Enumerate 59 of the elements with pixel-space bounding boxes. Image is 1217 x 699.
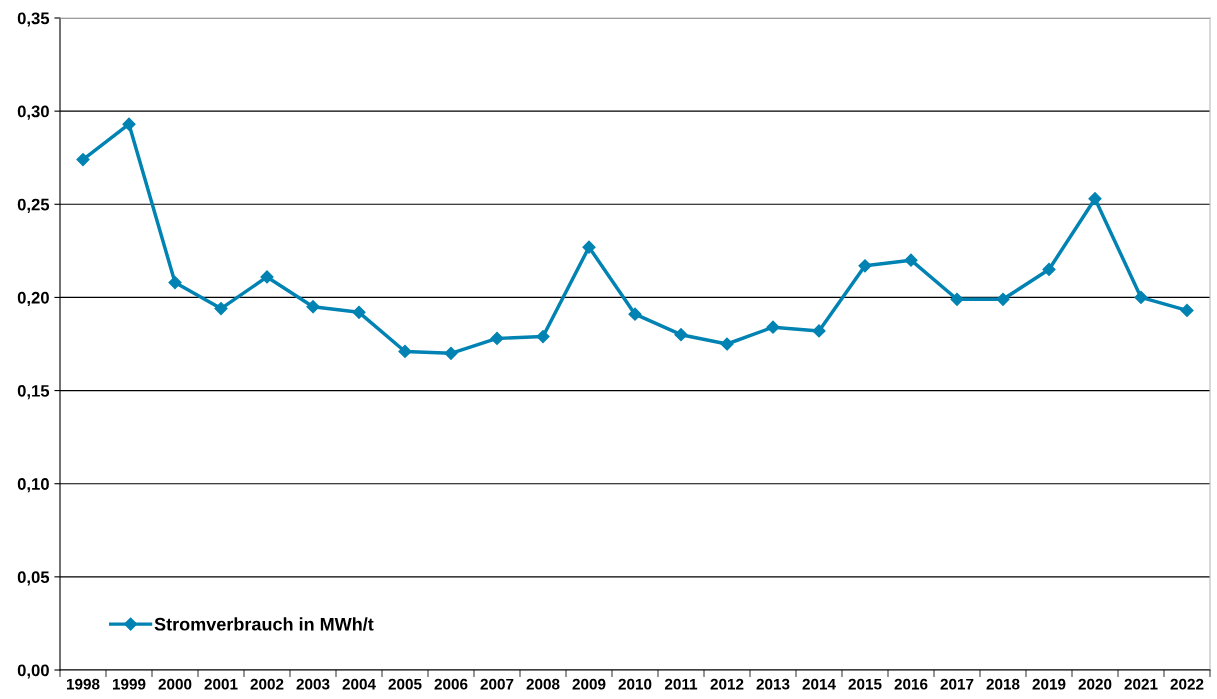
- point: [1088, 192, 1102, 206]
- point: [306, 300, 320, 314]
- x-tick-label: 2003: [296, 678, 330, 690]
- point: [444, 346, 458, 360]
- point: [1134, 290, 1148, 305]
- point: [260, 270, 274, 284]
- point: [122, 117, 136, 131]
- point: [628, 307, 642, 321]
- x-tick-label: 2011: [664, 678, 698, 690]
- x-tick-label: 2015: [848, 678, 882, 690]
- x-tick-label: 2017: [940, 678, 974, 690]
- point: [168, 275, 182, 290]
- point: [1042, 262, 1056, 277]
- x-tick-label: 2012: [710, 678, 744, 690]
- x-tick-label: 2006: [434, 678, 468, 690]
- y-tick-label: 0,00: [17, 664, 49, 679]
- y-tick-label: 0,20: [17, 291, 49, 307]
- point: [536, 329, 550, 344]
- y-tick-label: 0,15: [17, 384, 50, 400]
- point: [582, 240, 596, 254]
- x-tick-label: 2004: [342, 678, 376, 690]
- point: [812, 324, 826, 338]
- x-tick-label: 2005: [388, 678, 422, 690]
- x-tick-label: 2022: [1170, 678, 1204, 690]
- x-tick-label: 2013: [756, 678, 790, 690]
- x-tick-label: 1998: [66, 678, 100, 690]
- point: [398, 344, 412, 359]
- point: [904, 253, 918, 267]
- legend-label: Stromverbrauch in MWh/t: [154, 617, 374, 631]
- point: [858, 259, 872, 273]
- point: [720, 337, 734, 351]
- y-tick-label: 0,35: [17, 12, 50, 27]
- x-tick-label: 2014: [802, 678, 836, 690]
- point: [352, 305, 366, 319]
- point: [766, 320, 780, 334]
- x-tick-label: 2002: [250, 678, 284, 690]
- x-tick-label: 2009: [572, 678, 606, 690]
- x-tick-label: 2001: [204, 678, 238, 690]
- x-tick-label: 2018: [986, 678, 1020, 690]
- point: [674, 328, 688, 342]
- x-tick-label: 2016: [894, 678, 928, 690]
- x-tick-label: 2010: [618, 678, 652, 690]
- point: [76, 152, 90, 167]
- point: [490, 331, 504, 345]
- point: [996, 292, 1010, 306]
- y-tick-label: 0,30: [17, 105, 49, 120]
- x-tick-label: 2019: [1032, 678, 1066, 690]
- y-tick-label: 0,25: [17, 198, 50, 213]
- x-tick-label: 2021: [1124, 678, 1158, 690]
- x-tick-label: 2008: [526, 678, 560, 690]
- x-tick-label: 2000: [158, 678, 192, 690]
- point: [950, 292, 964, 306]
- x-tick-label: 2007: [480, 678, 514, 690]
- point: [214, 302, 228, 316]
- x-tick-label: 2020: [1078, 678, 1112, 690]
- y-tick-label: 0,05: [17, 571, 50, 586]
- x-tick-label: 1999: [112, 678, 146, 690]
- point: [1180, 303, 1194, 318]
- y-tick-label: 0,10: [17, 478, 49, 493]
